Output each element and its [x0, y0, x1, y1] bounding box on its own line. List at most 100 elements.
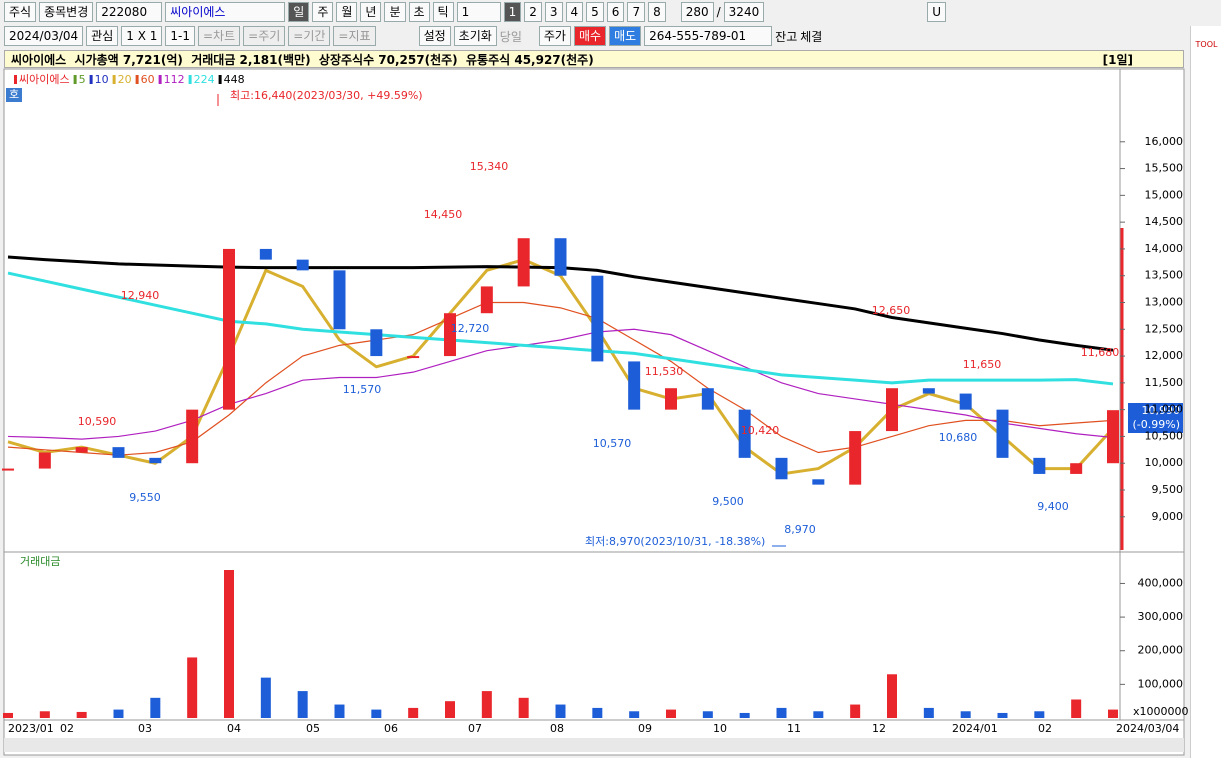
legend-label: 224: [194, 73, 215, 86]
y-tick-label: 13,000: [1145, 296, 1184, 309]
last-price: 10,990: [1142, 404, 1181, 417]
peak-label: 11,650: [963, 358, 1002, 371]
layout[interactable]: 1 X 1: [121, 26, 163, 46]
candle: [886, 388, 898, 432]
filled[interactable]: 체결: [800, 29, 823, 44]
candle: [665, 388, 677, 410]
layout-btn[interactable]: 1-1: [165, 26, 195, 46]
x-tick-label: 02: [1038, 722, 1052, 735]
x-tick-label: 2024/03/04: [1116, 722, 1179, 735]
page-btn[interactable]: 5: [586, 2, 604, 22]
peak-label: 9,550: [129, 491, 161, 504]
period[interactable]: 일: [288, 2, 310, 22]
x-tick-label: 07: [468, 722, 482, 735]
y-tick-label: 9,500: [1152, 483, 1184, 496]
settings[interactable]: 설정: [418, 26, 451, 46]
candle: [812, 479, 825, 485]
price[interactable]: 주가: [538, 26, 571, 46]
volume-bar: [297, 691, 308, 718]
y-tick-label: 14,500: [1145, 215, 1184, 228]
balance[interactable]: 잔고: [775, 29, 798, 44]
volume-bar: [445, 701, 455, 718]
period[interactable]: 년: [360, 2, 382, 22]
volume-bar: [555, 704, 566, 718]
period[interactable]: 틱: [432, 2, 454, 22]
toolbar: 주식 종목변경 222080 씨아이에스 일 주 월 년 분 초 틱 1 1 2…: [0, 1, 947, 23]
account[interactable]: 264-555-789-01: [644, 26, 773, 46]
peak-label: 10,570: [593, 437, 632, 450]
y-tick-label: 12,500: [1145, 322, 1184, 335]
y-tick-label: 16,000: [1145, 135, 1184, 148]
today[interactable]: 당일: [499, 27, 522, 45]
x-tick-label: 2023/01: [8, 722, 54, 735]
period-n[interactable]: 1: [456, 2, 501, 22]
y-tick-label: 11,500: [1145, 376, 1184, 389]
peak-label: 9,400: [1037, 500, 1069, 513]
page-btn[interactable]: 4: [565, 2, 584, 22]
volume-bar: [1071, 699, 1082, 718]
period[interactable]: 분: [384, 2, 406, 22]
scrollbar[interactable]: [4, 738, 1184, 752]
page-btn[interactable]: 6: [606, 2, 625, 22]
volume-bar: [371, 709, 382, 718]
volume-bar: [408, 707, 419, 718]
period[interactable]: 초: [408, 2, 430, 22]
x-tick-label: 12: [872, 722, 886, 735]
change[interactable]: 종목변경: [39, 2, 94, 22]
candle: [259, 248, 272, 260]
page-btn[interactable]: 3: [544, 2, 563, 22]
sell[interactable]: 매도: [609, 26, 642, 46]
y-tick-label: 10,500: [1145, 429, 1184, 442]
x-tick-label: 04: [227, 722, 241, 735]
reset[interactable]: 초기화: [453, 26, 497, 46]
page-btn[interactable]: 1: [503, 2, 522, 22]
sep: /: [716, 5, 721, 19]
x-tick-label: 10: [713, 722, 727, 735]
count[interactable]: 280: [680, 2, 714, 22]
info-bar: 씨아이에스 시가총액 7,721(억) 거래대금 2,181(백만) 상장주식수…: [4, 50, 1184, 68]
peak-label: 11,570: [343, 383, 382, 396]
legend-swatch: [188, 75, 192, 84]
market[interactable]: 주식: [4, 2, 37, 22]
candle: [149, 457, 162, 464]
candle: [996, 409, 1009, 458]
watch[interactable]: 관심: [86, 26, 119, 46]
candle: [922, 388, 935, 394]
side-tools: TOOL: [1190, 26, 1221, 758]
tool: =지표: [333, 26, 376, 46]
high-note: 최고:16,440(2023/03/30, +49.59%): [230, 89, 423, 102]
vol-title: 거래대금: [20, 555, 60, 568]
y-tick-label: 400,000: [1138, 576, 1184, 589]
volume-bar: [887, 674, 897, 718]
legend-swatch: [158, 75, 162, 84]
legend-swatch: [112, 75, 116, 84]
badge-bg: [6, 88, 22, 102]
legend-label: 112: [164, 73, 185, 86]
volume-bar: [997, 712, 1008, 718]
candle: [112, 447, 125, 458]
stock-name[interactable]: 씨아이에스: [165, 2, 286, 22]
toolbar2: 2024/03/04 관심 1 X 1 1-1 =차트 =주기 =기간 =지표 …: [0, 25, 822, 47]
candle: [591, 275, 604, 362]
low-note: 최저:8,970(2023/10/31, -18.38%): [585, 535, 765, 548]
y-tick-label: 14,000: [1145, 242, 1184, 255]
period[interactable]: 주: [312, 2, 334, 22]
volume-bar: [702, 711, 713, 718]
tool-label[interactable]: TOOL: [1195, 40, 1218, 49]
period[interactable]: 월: [336, 2, 358, 22]
page-btn[interactable]: 7: [627, 2, 646, 22]
last-change: (-0.99%): [1133, 418, 1181, 431]
peak-label: 10,420: [741, 424, 780, 437]
page-btn[interactable]: 2: [524, 2, 542, 22]
date[interactable]: 2024/03/04: [4, 26, 84, 46]
y-tick-label: 300,000: [1138, 610, 1184, 623]
code[interactable]: 222080: [96, 2, 163, 22]
page-btn[interactable]: 8: [648, 2, 666, 22]
y-tick-label: 10,000: [1145, 456, 1184, 469]
volume-bar: [629, 711, 640, 718]
volume-bar: [960, 711, 971, 718]
candle: [370, 329, 383, 357]
u-btn[interactable]: U: [927, 2, 947, 22]
buy[interactable]: 매수: [573, 26, 607, 46]
